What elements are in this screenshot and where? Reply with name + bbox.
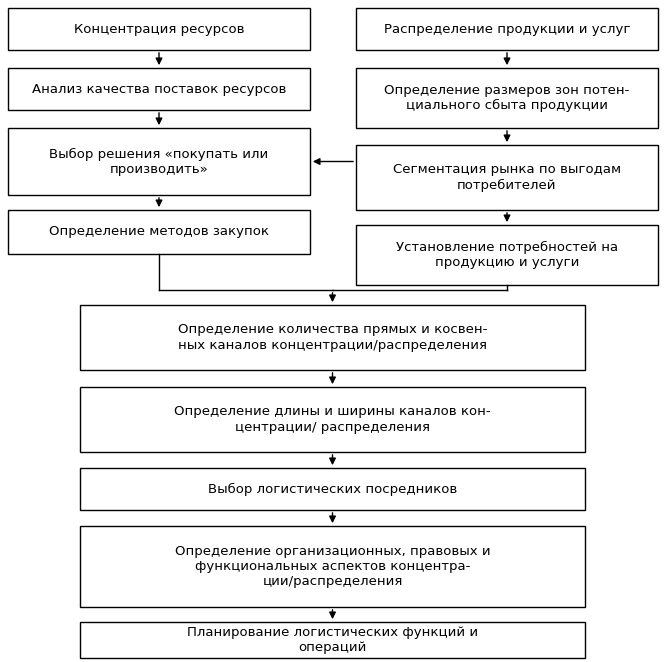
Bar — [8, 210, 310, 254]
Bar — [8, 68, 310, 110]
Bar — [80, 305, 585, 370]
Bar — [80, 387, 585, 452]
Text: Распределение продукции и услуг: Распределение продукции и услуг — [384, 23, 630, 36]
Text: Выбор логистических посредников: Выбор логистических посредников — [208, 483, 457, 496]
Text: Планирование логистических функций и
операций: Планирование логистических функций и опе… — [187, 626, 478, 654]
Text: Анализ качества поставок ресурсов: Анализ качества поставок ресурсов — [32, 83, 286, 95]
Bar — [80, 526, 585, 607]
Text: Установление потребностей на
продукцию и услуги: Установление потребностей на продукцию и… — [396, 241, 618, 269]
Text: Выбор решения «покупать или
производить»: Выбор решения «покупать или производить» — [49, 148, 269, 175]
Bar — [356, 8, 658, 50]
Text: Определение длины и ширины каналов кон-
центрации/ распределения: Определение длины и ширины каналов кон- … — [174, 406, 491, 434]
Bar — [80, 622, 585, 658]
Text: Определение количества прямых и косвен-
ных каналов концентрации/распределения: Определение количества прямых и косвен- … — [178, 324, 487, 352]
Bar — [356, 145, 658, 210]
Bar — [356, 225, 658, 285]
Text: Определение организационных, правовых и
функциональных аспектов концентра-
ции/р: Определение организационных, правовых и … — [175, 545, 490, 588]
Text: Сегментация рынка по выгодам
потребителей: Сегментация рынка по выгодам потребителе… — [393, 164, 621, 191]
Text: Определение размеров зон потен-
циального сбыта продукции: Определение размеров зон потен- циальног… — [384, 84, 630, 112]
Text: Концентрация ресурсов: Концентрация ресурсов — [74, 23, 244, 36]
Bar — [80, 468, 585, 510]
Bar — [356, 68, 658, 128]
Bar — [8, 8, 310, 50]
Bar — [8, 128, 310, 195]
Text: Определение методов закупок: Определение методов закупок — [49, 226, 269, 238]
